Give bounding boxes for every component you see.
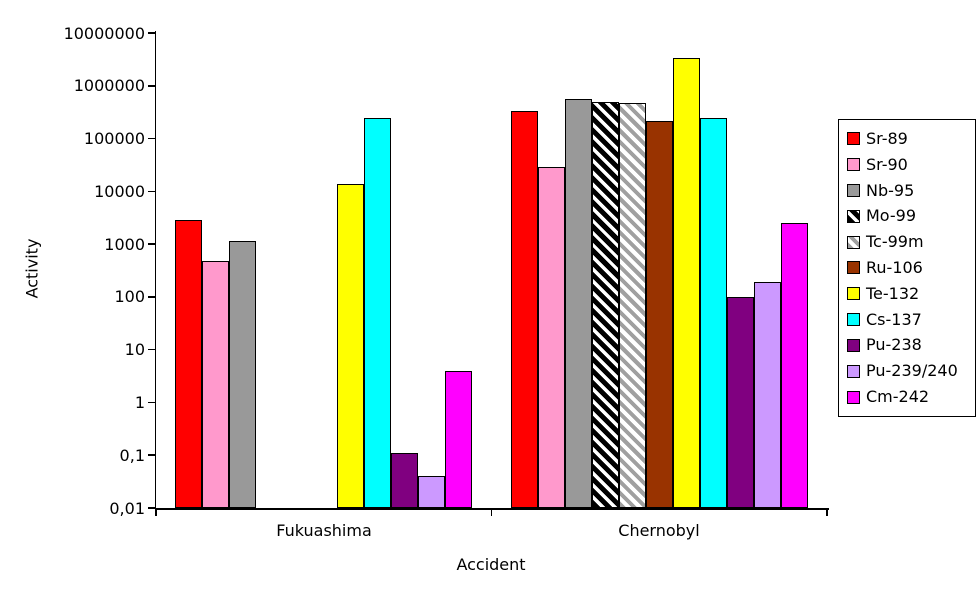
y-axis-tick-label: 100000 [83, 129, 145, 149]
bar-fukuashima-pu-239-240 [418, 476, 446, 508]
legend: Sr-89 Sr-90 Nb-95 Mo-99 Tc-99m Ru-106 Te-132 Cs… [838, 119, 976, 417]
y-axis-tick-label: 1000000 [73, 76, 145, 96]
bar-chernobyl-pu-239-240 [753, 281, 781, 508]
legend-label: Sr-89 [866, 128, 908, 148]
legend-item-ru-106: Ru-106 [847, 257, 975, 277]
category-label-chernobyl: Chernobyl [618, 521, 700, 540]
legend-item-cs-137: Cs-137 [847, 309, 975, 329]
legend-swatch-cm-242 [847, 390, 860, 404]
legend-label: Ru-106 [866, 257, 923, 277]
legend-swatch-nb-95 [847, 184, 860, 198]
bar-chernobyl-te-132 [672, 58, 700, 508]
y-axis-tick [148, 401, 156, 404]
y-axis-tick-label: 0,01 [109, 498, 145, 518]
legend-swatch-pu-238 [847, 338, 860, 352]
legend-label: Cs-137 [866, 309, 922, 329]
legend-item-tc-99m: Tc-99m [847, 233, 975, 251]
bar-chernobyl-sr-90 [537, 166, 565, 508]
legend-label: Tc-99m [866, 232, 924, 252]
legend-swatch-tc-99m [847, 235, 860, 249]
y-axis-tick [148, 348, 156, 351]
legend-label: Pu-239/240 [866, 361, 958, 381]
bar-chernobyl-tc-99m [618, 103, 646, 508]
legend-item-pu-238: Pu-238 [847, 336, 975, 354]
bar-chernobyl-ru-106 [645, 121, 673, 508]
y-axis-tick [148, 507, 156, 509]
legend-swatch-mo-99 [847, 209, 860, 223]
legend-item-sr-90: Sr-90 [847, 154, 975, 174]
y-axis-tick [148, 137, 156, 140]
bar-fukuashima-te-132 [337, 184, 365, 508]
bar-chernobyl-sr-89 [510, 111, 538, 508]
legend-item-nb-95: Nb-95 [847, 180, 975, 200]
legend-swatch-te-132 [847, 287, 860, 301]
legend-label: Mo-99 [866, 206, 917, 226]
legend-label: Sr-90 [866, 154, 908, 174]
bar-fukuashima-sr-90 [202, 260, 230, 508]
legend-item-mo-99: Mo-99 [847, 207, 975, 225]
legend-label: Nb-95 [866, 180, 915, 200]
x-axis-tick [155, 508, 157, 516]
y-axis-tick-label: 10000 [94, 181, 145, 201]
bar-chernobyl-pu-238 [726, 296, 754, 508]
legend-item-cm-242: Cm-242 [847, 388, 975, 406]
x-axis-tick [826, 508, 828, 516]
legend-swatch-pu-239-240 [847, 364, 860, 378]
category-label-fukuashima: Fukuashima [276, 521, 372, 540]
bar-fukuashima-cs-137 [364, 118, 392, 508]
y-axis-tick [148, 84, 156, 87]
bar-chernobyl-cm-242 [780, 223, 808, 508]
legend-swatch-ru-106 [847, 261, 860, 275]
legend-label: Te-132 [866, 283, 920, 303]
bar-fukuashima-nb-95 [229, 240, 257, 508]
y-axis-tick [148, 32, 156, 34]
x-axis-tick [490, 508, 493, 516]
legend-label: Cm-242 [866, 387, 930, 407]
bar-fukuashima-sr-89 [175, 219, 203, 508]
y-axis-tick [148, 296, 156, 298]
y-axis-tick-label: 1000 [104, 234, 145, 254]
legend-item-te-132: Te-132 [847, 283, 975, 303]
x-axis-title: Accident [456, 555, 526, 574]
legend-swatch-sr-90 [847, 158, 860, 172]
legend-swatch-sr-89 [847, 132, 860, 146]
legend-item-sr-89: Sr-89 [847, 128, 975, 148]
bar-chernobyl-cs-137 [699, 118, 727, 508]
legend-label: Pu-238 [866, 335, 922, 355]
legend-item-pu-239-240: Pu-239/240 [847, 362, 975, 380]
y-axis-line [154, 31, 157, 510]
bar-fukuashima-pu-238 [391, 453, 419, 508]
y-axis-tick-label: 100 [114, 287, 145, 307]
y-axis-tick-label: 10 [124, 340, 145, 360]
bar-chernobyl-nb-95 [564, 99, 592, 508]
y-axis-tick [148, 454, 156, 457]
y-axis-tick [148, 243, 156, 245]
bar-chernobyl-mo-99 [591, 102, 619, 508]
y-axis-tick-label: 10000000 [63, 23, 145, 43]
y-axis-tick-label: 0,1 [119, 445, 145, 465]
legend-swatch-cs-137 [847, 313, 860, 327]
bar-fukuashima-cm-242 [445, 370, 473, 508]
y-axis-tick-label: 1 [134, 392, 145, 412]
y-axis-tick [148, 190, 156, 193]
